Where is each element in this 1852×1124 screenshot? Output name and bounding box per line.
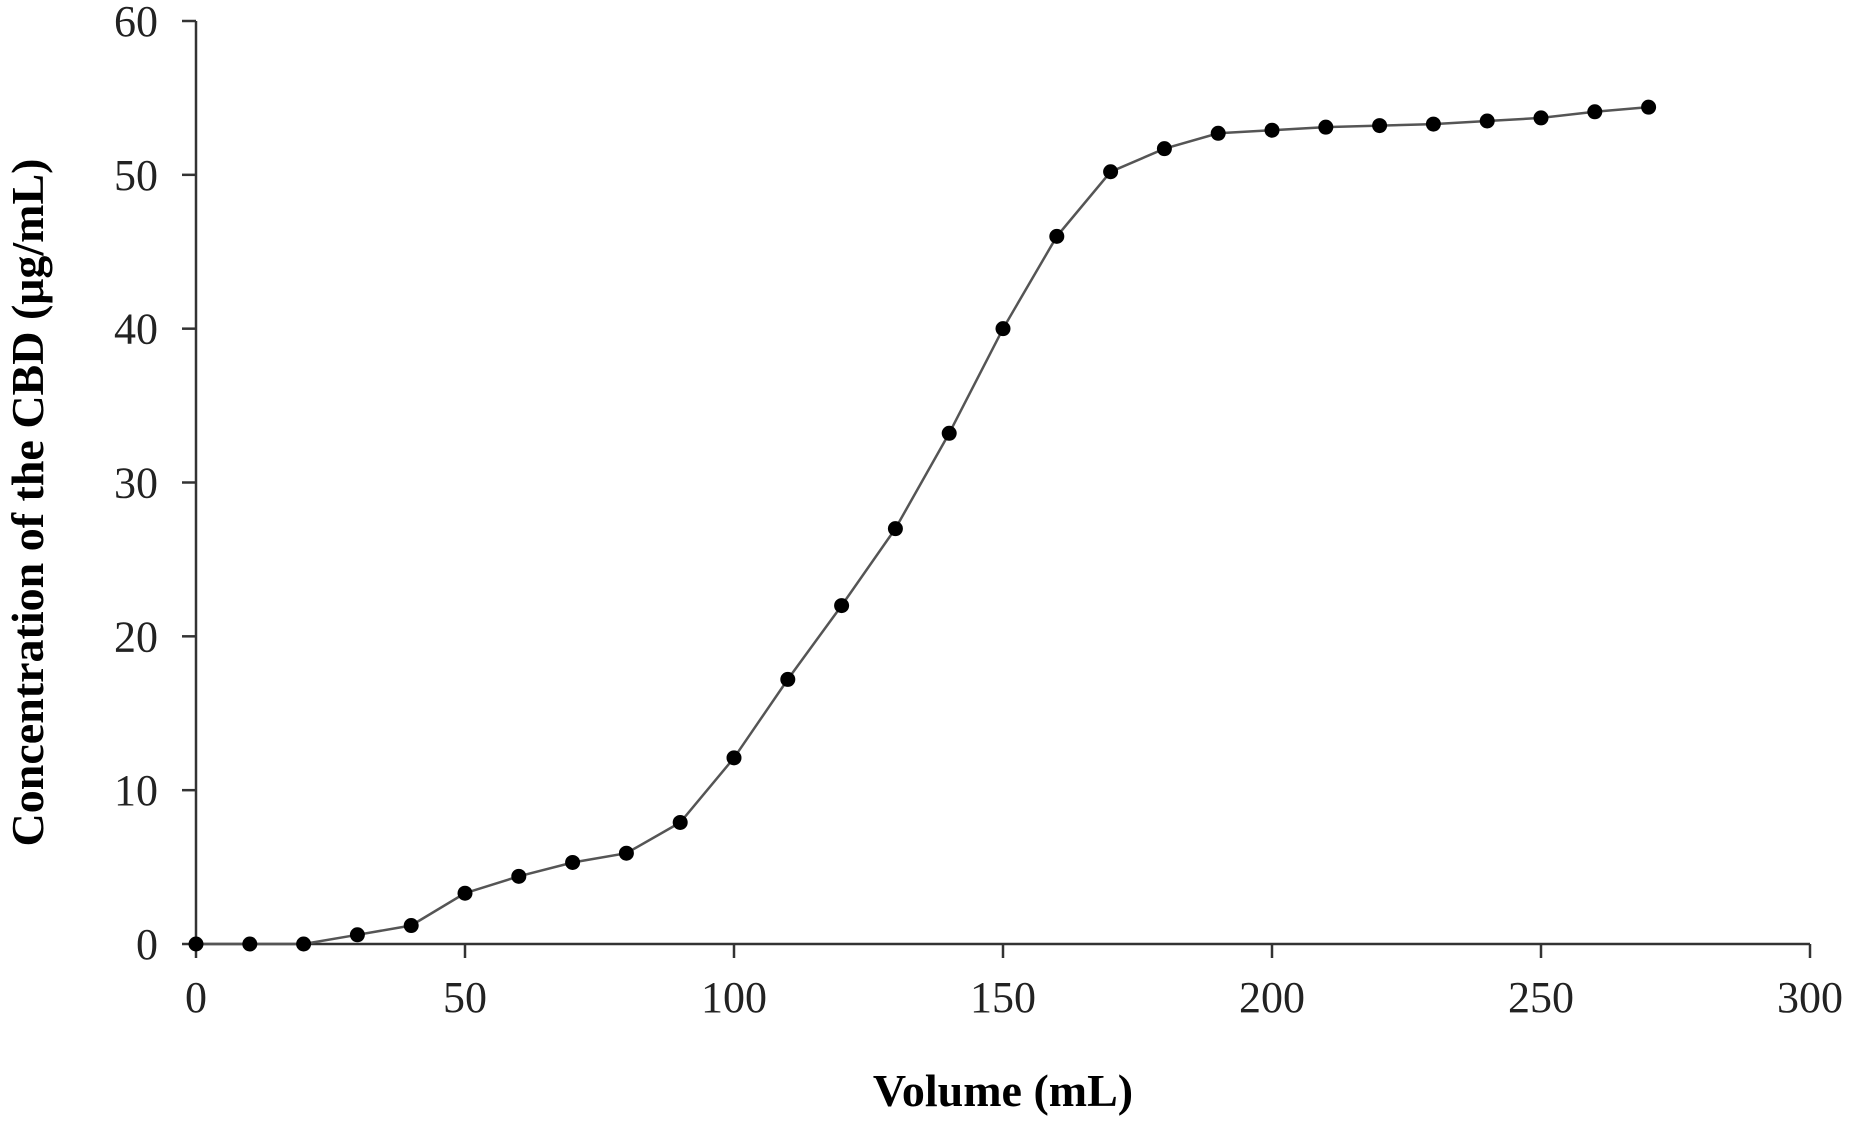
data-point <box>1479 113 1495 129</box>
y-axis-ticks: 0 10 20 30 40 50 60 <box>114 0 196 969</box>
data-point <box>941 425 957 441</box>
y-tick-label: 0 <box>136 920 158 969</box>
x-tick-label: 150 <box>970 973 1036 1022</box>
x-axis-title: Volume (mL) <box>873 1065 1133 1116</box>
y-tick-label: 20 <box>114 612 158 661</box>
data-point <box>1156 141 1172 157</box>
y-axis-title: Concentration of the CBD (μg/mL) <box>2 159 53 847</box>
data-point <box>403 918 419 934</box>
data-point <box>457 885 473 901</box>
series-layer <box>188 99 1657 952</box>
y-tick-label: 30 <box>114 459 158 508</box>
y-tick-label: 40 <box>114 305 158 354</box>
x-tick-label: 250 <box>1508 973 1574 1022</box>
data-point <box>780 671 796 687</box>
data-point <box>1264 122 1280 138</box>
data-point <box>1318 119 1334 135</box>
data-point <box>1533 110 1549 126</box>
data-point <box>887 521 903 537</box>
data-point <box>1587 104 1603 120</box>
data-point <box>995 321 1011 337</box>
x-tick-label: 300 <box>1777 973 1843 1022</box>
x-tick-label: 200 <box>1239 973 1305 1022</box>
data-point <box>834 598 850 614</box>
data-point <box>618 845 634 861</box>
data-point <box>672 814 688 830</box>
y-tick-label: 60 <box>114 0 158 46</box>
y-tick-label: 10 <box>114 766 158 815</box>
data-point <box>242 936 258 952</box>
data-point <box>296 936 312 952</box>
data-point <box>349 927 365 943</box>
data-point <box>1049 228 1065 244</box>
x-axis-ticks: 0 50 100 150 200 250 300 <box>185 944 1843 1022</box>
data-point <box>565 854 581 870</box>
data-point <box>511 868 527 884</box>
data-point <box>1210 125 1226 141</box>
x-tick-label: 50 <box>443 973 487 1022</box>
data-point <box>1425 116 1441 132</box>
data-point <box>1103 164 1119 180</box>
data-point <box>726 750 742 766</box>
y-tick-label: 50 <box>114 151 158 200</box>
series-line <box>196 105 1649 946</box>
x-tick-label: 100 <box>701 973 767 1022</box>
data-point <box>1372 118 1388 134</box>
data-point <box>1641 99 1657 115</box>
data-point <box>188 936 204 952</box>
x-tick-label: 0 <box>185 973 207 1022</box>
